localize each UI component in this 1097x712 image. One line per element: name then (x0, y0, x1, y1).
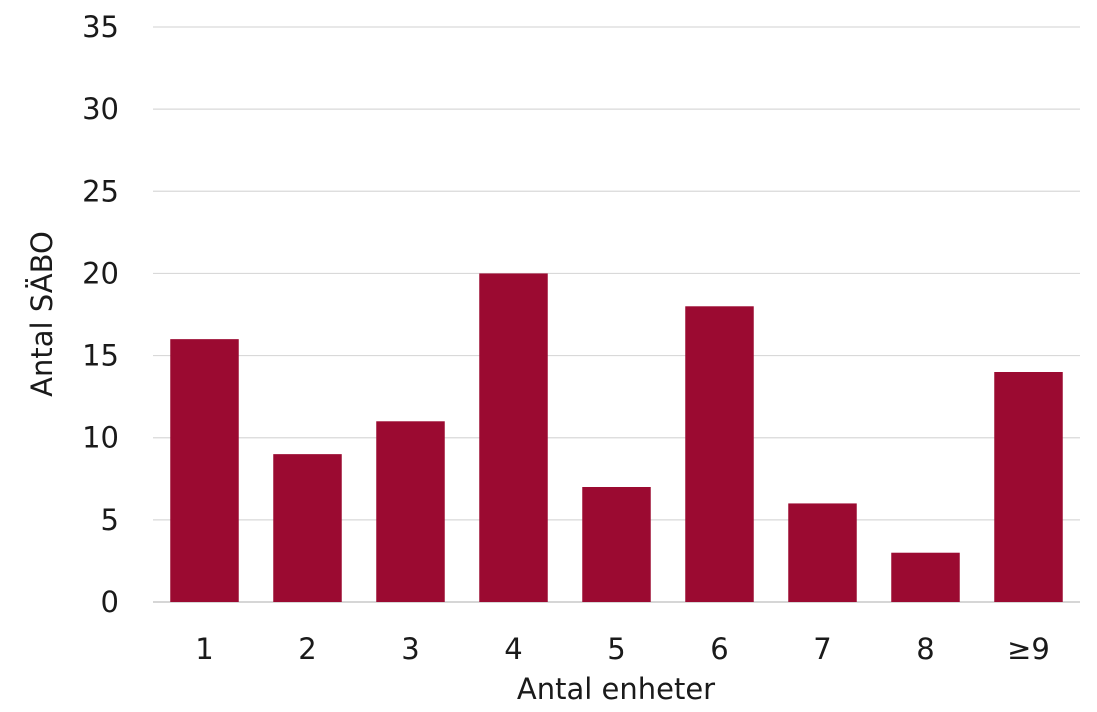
y-tick-label: 20 (82, 256, 119, 290)
bar (479, 273, 548, 602)
bars (170, 273, 1063, 602)
y-axis-title: Antal SÄBO (25, 231, 59, 397)
y-axis-ticks: 0 5 10 15 20 25 30 35 (82, 10, 119, 619)
bar (685, 306, 754, 602)
bar (170, 339, 239, 602)
x-tick-label: 3 (401, 632, 419, 666)
y-tick-label: 0 (101, 585, 119, 619)
y-tick-label: 25 (82, 174, 119, 208)
y-tick-label: 35 (82, 10, 119, 44)
x-tick-label: 7 (813, 632, 831, 666)
bar (788, 503, 857, 602)
bar (376, 421, 445, 602)
x-tick-label: 6 (710, 632, 728, 666)
x-tick-label: 5 (607, 632, 625, 666)
y-tick-label: 15 (82, 339, 119, 373)
x-tick-label: 4 (504, 632, 522, 666)
y-tick-label: 30 (82, 92, 119, 126)
x-tick-label: 8 (916, 632, 934, 666)
y-tick-label: 10 (82, 421, 119, 455)
bar (891, 552, 960, 602)
bar (582, 487, 651, 602)
x-tick-label: ≥9 (1007, 632, 1050, 666)
bar (994, 372, 1063, 602)
x-tick-label: 1 (195, 632, 213, 666)
x-axis-ticks: 1 2 3 4 5 6 7 8 ≥9 (195, 632, 1050, 666)
x-axis-title: Antal enheter (517, 672, 715, 706)
y-tick-label: 5 (101, 503, 119, 537)
x-tick-label: 2 (298, 632, 316, 666)
bar (273, 454, 342, 602)
